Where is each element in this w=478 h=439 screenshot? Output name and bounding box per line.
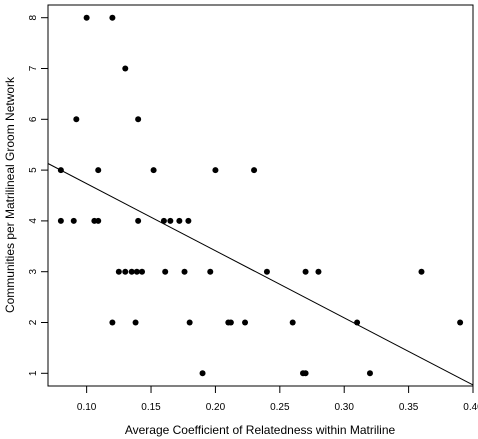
- data-point: [242, 319, 249, 326]
- data-point: [251, 167, 258, 174]
- data-point: [122, 65, 129, 72]
- x-axis: 0.10 0.15 0.20 0.25 0.30 0.35 0.40: [77, 386, 478, 413]
- data-point: [176, 217, 183, 224]
- data-points: [57, 14, 464, 377]
- data-point: [167, 217, 174, 224]
- x-tick-label: 0.20: [206, 402, 226, 413]
- data-point: [73, 116, 80, 123]
- x-tick-label: 0.30: [334, 402, 354, 413]
- data-point: [57, 217, 64, 224]
- data-point: [199, 370, 206, 377]
- data-point: [109, 14, 116, 21]
- y-tick-label: 3: [28, 268, 39, 274]
- data-point: [302, 268, 309, 275]
- data-point: [57, 167, 64, 174]
- data-point: [128, 268, 135, 275]
- y-tick-label: 1: [28, 370, 39, 376]
- data-point: [354, 319, 361, 326]
- data-point: [122, 268, 129, 275]
- data-point: [150, 167, 157, 174]
- y-tick-label: 8: [28, 14, 39, 20]
- data-point: [95, 217, 102, 224]
- y-axis-title: Communities per Matrilineal Groom Networ…: [3, 76, 17, 313]
- data-point: [186, 319, 193, 326]
- data-point: [227, 319, 234, 326]
- data-point: [181, 268, 188, 275]
- data-point: [366, 370, 373, 377]
- data-point: [109, 319, 116, 326]
- x-tick-label: 0.40: [463, 402, 478, 413]
- data-point: [289, 319, 296, 326]
- data-point: [302, 370, 309, 377]
- data-point: [457, 319, 464, 326]
- y-axis: 1 2 3 4 5 6 7 8: [28, 14, 48, 376]
- data-point: [135, 116, 142, 123]
- y-tick-label: 6: [28, 116, 39, 122]
- data-point: [418, 268, 425, 275]
- trend-line-group: [47, 163, 474, 386]
- x-tick-label: 0.15: [141, 402, 161, 413]
- regression-line: [47, 163, 474, 386]
- x-axis-title: Average Coefficient of Relatedness withi…: [125, 423, 396, 437]
- data-point: [212, 167, 219, 174]
- data-point: [263, 268, 270, 275]
- data-point: [162, 268, 169, 275]
- data-point: [139, 268, 146, 275]
- plot-border: [47, 4, 474, 387]
- y-tick-label: 4: [28, 218, 39, 224]
- data-point: [83, 14, 90, 21]
- y-tick-label: 2: [28, 319, 39, 325]
- data-point: [70, 217, 77, 224]
- data-point: [160, 217, 167, 224]
- y-tick-label: 7: [28, 65, 39, 71]
- data-point: [132, 319, 139, 326]
- y-tick-label: 5: [28, 167, 39, 173]
- data-point: [135, 217, 142, 224]
- x-tick-label: 0.25: [270, 402, 290, 413]
- data-point: [95, 167, 102, 174]
- data-point: [133, 268, 140, 275]
- data-point: [115, 268, 122, 275]
- x-tick-label: 0.10: [77, 402, 97, 413]
- data-point: [185, 217, 192, 224]
- data-point: [207, 268, 214, 275]
- x-tick-label: 0.35: [399, 402, 419, 413]
- data-point: [315, 268, 322, 275]
